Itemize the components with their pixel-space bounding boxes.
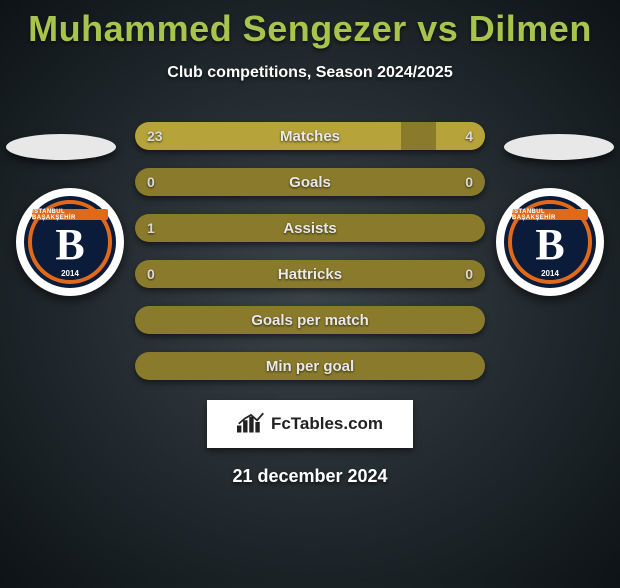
stat-matches: 23 Matches 4 [135,122,485,150]
stat-label: Goals [135,168,485,196]
stat-label: Matches [135,122,485,150]
stat-value-right: 0 [465,168,473,196]
stat-assists: 1 Assists [135,214,485,242]
club-badge-right: ISTANBUL BAŞAKŞEHİR B 2014 [496,188,604,296]
club-banner-text: ISTANBUL BAŞAKŞEHİR [512,209,588,220]
stat-label: Min per goal [135,352,485,380]
date-label: 21 december 2024 [0,466,620,487]
player-avatar-left [6,134,116,160]
chart-icon [237,411,265,438]
club-badge-left: ISTANBUL BAŞAKŞEHİR B 2014 [16,188,124,296]
club-year: 2014 [504,269,596,278]
stat-value-right: 4 [465,122,473,150]
stat-hattricks: 0 Hattricks 0 [135,260,485,288]
stat-goals-per-match: Goals per match [135,306,485,334]
stat-label: Hattricks [135,260,485,288]
subtitle: Club competitions, Season 2024/2025 [0,64,620,82]
club-year: 2014 [24,269,116,278]
club-banner-text: ISTANBUL BAŞAKŞEHİR [32,209,108,220]
stat-label: Goals per match [135,306,485,334]
player-avatar-right [504,134,614,160]
page-title: Muhammed Sengezer vs Dilmen [0,8,620,50]
brand-badge[interactable]: FcTables.com [207,400,413,448]
stat-label: Assists [135,214,485,242]
stat-goals: 0 Goals 0 [135,168,485,196]
stat-min-per-goal: Min per goal [135,352,485,380]
brand-text: FcTables.com [271,414,383,434]
stats-container: 23 Matches 4 0 Goals 0 1 Assists 0 Hattr… [135,122,485,380]
stat-value-right: 0 [465,260,473,288]
